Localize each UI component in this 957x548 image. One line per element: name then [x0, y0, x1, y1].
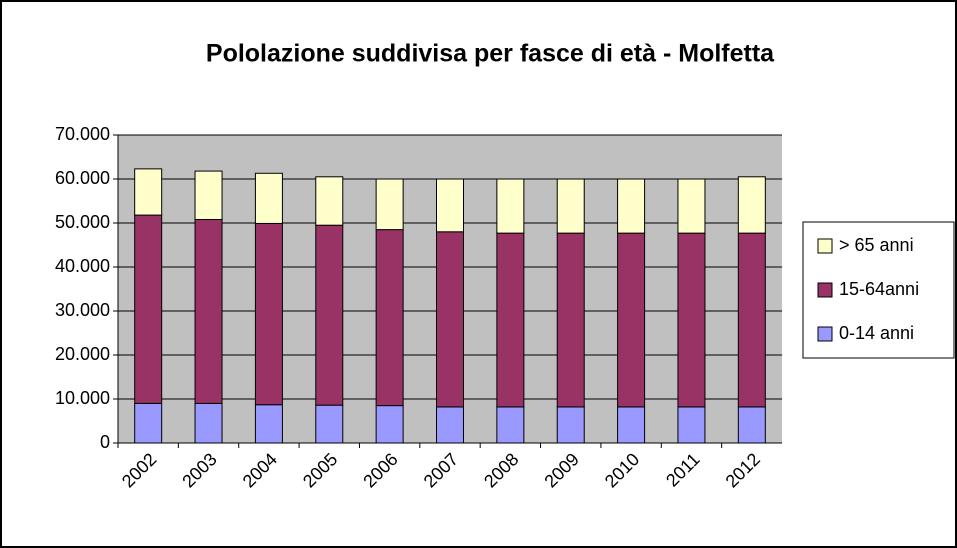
bar-segment: [375, 178, 404, 231]
bar-segment: [556, 406, 585, 444]
bar-segment: [375, 229, 404, 407]
bar-segment: [436, 406, 464, 444]
y-tick-label: 70.000: [55, 124, 110, 144]
bar-segment: [677, 178, 706, 234]
bar-segment: [254, 404, 283, 444]
y-tick-label: 60.000: [55, 168, 110, 188]
y-tick-label: 20.000: [55, 344, 110, 364]
chart-title: Pololazione suddivisa per fasce di età -…: [206, 40, 775, 68]
bar-segment: [134, 402, 163, 444]
y-tick-label: 30.000: [55, 300, 110, 320]
legend-swatch: [817, 326, 833, 342]
bar-segment: [496, 232, 525, 408]
bar-segment: [375, 405, 404, 444]
bar-segment: [617, 178, 646, 234]
bar-segment: [254, 172, 283, 224]
bar-segment: [134, 214, 163, 404]
bar-segment: [677, 232, 706, 408]
bar-segment: [134, 168, 163, 216]
legend-label: 15-64anni: [839, 279, 919, 299]
y-tick-label: 50.000: [55, 212, 110, 232]
bar-segment: [496, 178, 525, 234]
bar-segment: [436, 178, 464, 233]
y-tick-label: 10.000: [55, 388, 110, 408]
bar-segment: [556, 232, 585, 408]
bar-segment: [677, 406, 706, 444]
bar-segment: [315, 404, 344, 444]
y-tick-label: 40.000: [55, 256, 110, 276]
bar-segment: [737, 406, 766, 444]
legend-swatch: [817, 238, 833, 254]
bar-segment: [315, 224, 344, 406]
bar-segment: [737, 232, 766, 408]
bar-segment: [436, 231, 464, 408]
bar-segment: [315, 176, 344, 226]
y-tick-label: 0: [100, 432, 110, 452]
bar-segment: [737, 176, 766, 234]
bar-segment: [556, 178, 585, 234]
legend-label: 0-14 anni: [839, 323, 914, 343]
bar-segment: [194, 170, 223, 220]
bar-segment: [496, 406, 525, 444]
bar-segment: [194, 402, 223, 444]
bar-segment: [254, 222, 283, 406]
bar-segment: [617, 232, 646, 408]
legend-label: > 65 anni: [839, 235, 914, 255]
bar-segment: [617, 406, 646, 444]
bar-segment: [194, 218, 223, 404]
legend-swatch: [817, 282, 833, 298]
